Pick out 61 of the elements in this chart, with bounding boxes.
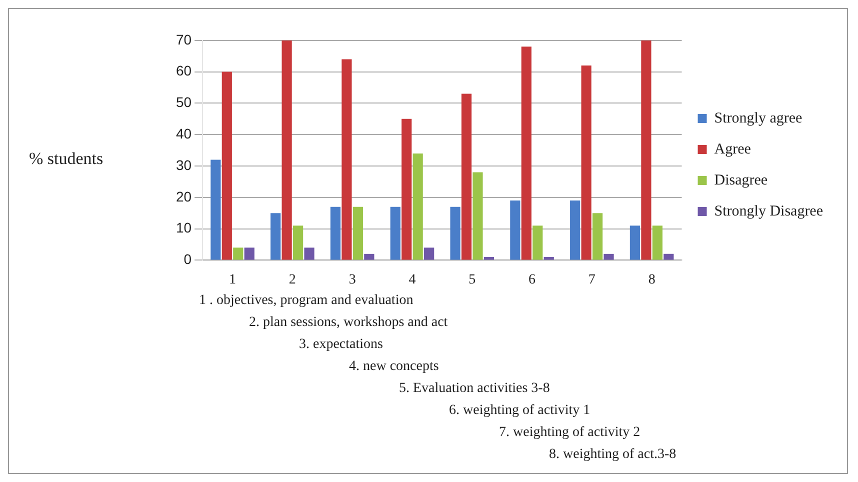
legend-label: Disagree — [714, 172, 768, 188]
x-tick-label: 8 — [648, 272, 656, 288]
bar — [282, 40, 292, 260]
bar — [472, 172, 483, 260]
bar — [330, 206, 341, 260]
x-tick-label: 3 — [348, 272, 356, 288]
y-tick-label: 20 — [176, 188, 192, 204]
x-tick-label: 2 — [288, 272, 296, 288]
bar — [604, 254, 614, 260]
bar — [521, 46, 532, 260]
bar — [402, 118, 412, 260]
x-tick-label: 4 — [408, 272, 416, 288]
bar — [581, 66, 592, 260]
x-tick-label: 7 — [588, 272, 596, 288]
bar — [630, 226, 640, 260]
text: 8. weighting of act.3-8 — [549, 447, 676, 463]
bar — [484, 257, 494, 260]
bar — [210, 160, 221, 260]
x-tick-label: 1 — [229, 272, 236, 288]
bar — [461, 94, 472, 260]
text: 7. weighting of activity 2 — [499, 425, 640, 441]
bar — [641, 40, 652, 260]
bar — [270, 213, 281, 260]
bar — [664, 254, 674, 260]
bar — [304, 248, 314, 260]
y-tick-label: 0 — [184, 251, 192, 268]
text: 1 . objectives, program and evaluation — [199, 293, 414, 309]
bar — [244, 248, 254, 260]
bar — [450, 206, 460, 260]
bar — [532, 226, 543, 260]
bar — [592, 213, 603, 260]
bar — [544, 257, 554, 260]
y-tick-label: 60 — [176, 62, 192, 79]
legend-label: Agree — [714, 141, 752, 158]
bar — [570, 200, 580, 260]
bar — [292, 226, 304, 260]
legend-label: Strongly Disagree — [714, 203, 824, 220]
bar — [342, 59, 352, 260]
bar — [412, 153, 423, 260]
y-tick-label: 70 — [176, 31, 192, 48]
bar — [652, 226, 662, 260]
text: 3. expectations — [299, 337, 383, 353]
text: 5. Evaluation activities 3-8 — [399, 381, 550, 397]
bar — [390, 206, 400, 260]
legend-label: Strongly agree — [714, 110, 803, 126]
bar — [352, 206, 363, 260]
text: 4. new concepts — [349, 359, 439, 375]
y-axis-title: % students — [29, 149, 104, 169]
bar — [233, 248, 244, 260]
x-tick-label: 6 — [528, 272, 536, 288]
text: 6. weighting of activity 1 — [449, 403, 590, 419]
bar — [510, 200, 520, 260]
text: 2. plan sessions, workshops and act — [249, 315, 448, 331]
y-tick-label: 40 — [176, 125, 192, 142]
bar — [424, 248, 434, 260]
y-tick-label: 30 — [176, 156, 192, 173]
x-tick-label: 5 — [468, 272, 476, 288]
y-tick-label: 50 — [176, 94, 192, 110]
bar — [222, 72, 232, 260]
bar — [364, 254, 374, 260]
y-tick-label: 10 — [176, 220, 192, 236]
